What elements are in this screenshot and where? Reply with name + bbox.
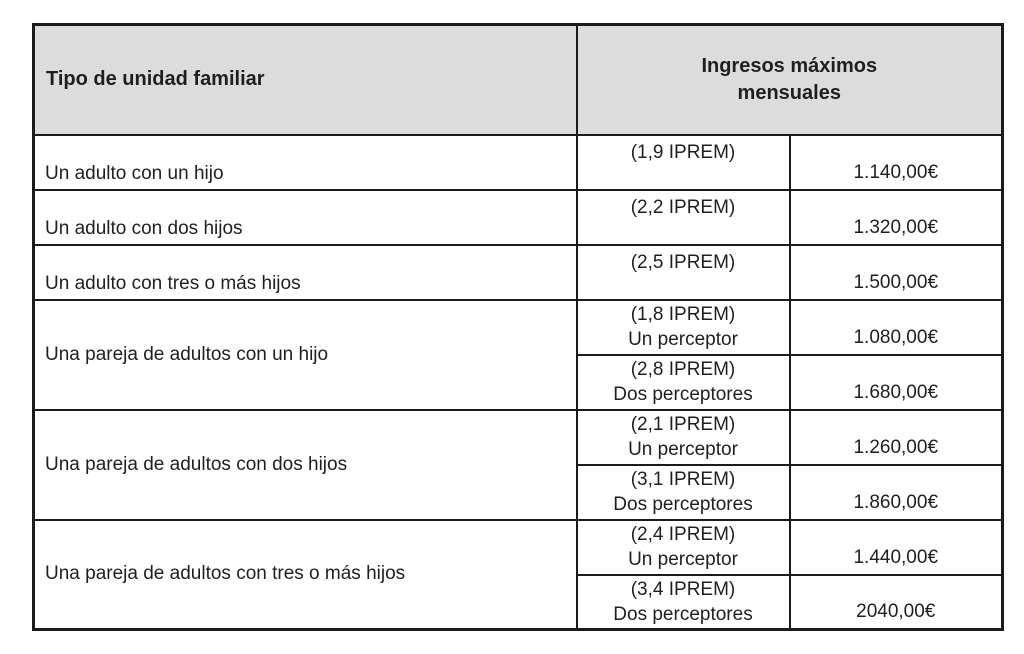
iprem-cell: (1,8 IPREM) Un perceptor	[575, 298, 791, 356]
family-type-cell: Un adulto con tres o más hijos	[32, 243, 578, 301]
iprem-cell: (2,1 IPREM) Un perceptor	[575, 408, 791, 466]
recipients-line: Dos perceptores	[613, 384, 753, 405]
iprem-cell: (1,9 IPREM)	[575, 133, 791, 191]
recipients-line: Un perceptor	[628, 439, 738, 460]
recipients-line: Dos perceptores	[613, 603, 753, 625]
family-type-cell: Un adulto con un hijo	[32, 133, 578, 191]
family-type-cell: Una pareja de adultos con tres o más hij…	[32, 518, 578, 631]
iprem-line: (2,4 IPREM)	[630, 524, 736, 545]
amount-cell: 1.260,00€	[788, 408, 1004, 466]
table-row: Un adulto con tres o más hijos (2,5 IPRE…	[32, 243, 1004, 301]
family-type-cell: Una pareja de adultos con dos hijos	[32, 408, 578, 521]
header-max-income: Ingresos máximos mensuales	[575, 23, 1004, 136]
amount-cell: 2040,00€	[788, 573, 1004, 631]
recipients-line: Un perceptor	[628, 549, 738, 570]
iprem-cell: (2,8 IPREM) Dos perceptores	[575, 353, 791, 411]
table-row: Un adulto con dos hijos (2,2 IPREM) 1.32…	[32, 188, 1004, 246]
table-row: Un adulto con un hijo (1,9 IPREM) 1.140,…	[32, 133, 1004, 191]
amount-cell: 1.860,00€	[788, 463, 1004, 521]
iprem-line: (2,8 IPREM)	[630, 359, 736, 380]
iprem-cell: (3,4 IPREM) Dos perceptores	[575, 573, 791, 631]
amount-cell: 1.080,00€	[788, 298, 1004, 356]
amount-cell: 1.500,00€	[788, 243, 1004, 301]
amount-cell: 1.140,00€	[788, 133, 1004, 191]
header-row: Tipo de unidad familiar Ingresos máximos…	[32, 23, 1004, 136]
iprem-line: (3,4 IPREM)	[630, 578, 736, 600]
iprem-cell: (3,1 IPREM) Dos perceptores	[575, 463, 791, 521]
iprem-line: (1,8 IPREM)	[630, 304, 736, 325]
amount-cell: 1.440,00€	[788, 518, 1004, 576]
amount-cell: 1.320,00€	[788, 188, 1004, 246]
iprem-line: (3,1 IPREM)	[630, 469, 736, 490]
table-row: (3,1 IPREM) Dos perceptores 1.860,00€	[34, 463, 1004, 521]
iprem-cell: (2,5 IPREM)	[575, 243, 791, 301]
family-type-cell: Un adulto con dos hijos	[32, 188, 578, 246]
family-type-cell: Una pareja de adultos con un hijo	[32, 298, 578, 411]
amount-cell: 1.680,00€	[788, 353, 1004, 411]
table-row: (3,4 IPREM) Dos perceptores 2040,00€	[34, 573, 1004, 631]
table-row: Una pareja de adultos con tres o más hij…	[32, 518, 1004, 631]
income-limits-table: Tipo de unidad familiar Ingresos máximos…	[32, 23, 1004, 631]
recipients-line: Dos perceptores	[613, 494, 753, 515]
table-row: (2,8 IPREM) Dos perceptores 1.680,00€	[34, 353, 1004, 411]
iprem-line: (2,1 IPREM)	[630, 414, 736, 435]
recipients-line: Un perceptor	[628, 329, 738, 350]
header-family-type: Tipo de unidad familiar	[32, 23, 578, 136]
table-row: Una pareja de adultos con dos hijos (2,1…	[32, 408, 1004, 521]
iprem-cell: (2,4 IPREM) Un perceptor	[575, 518, 791, 576]
table-row: Una pareja de adultos con un hijo (1,8 I…	[32, 298, 1004, 411]
iprem-cell: (2,2 IPREM)	[575, 188, 791, 246]
